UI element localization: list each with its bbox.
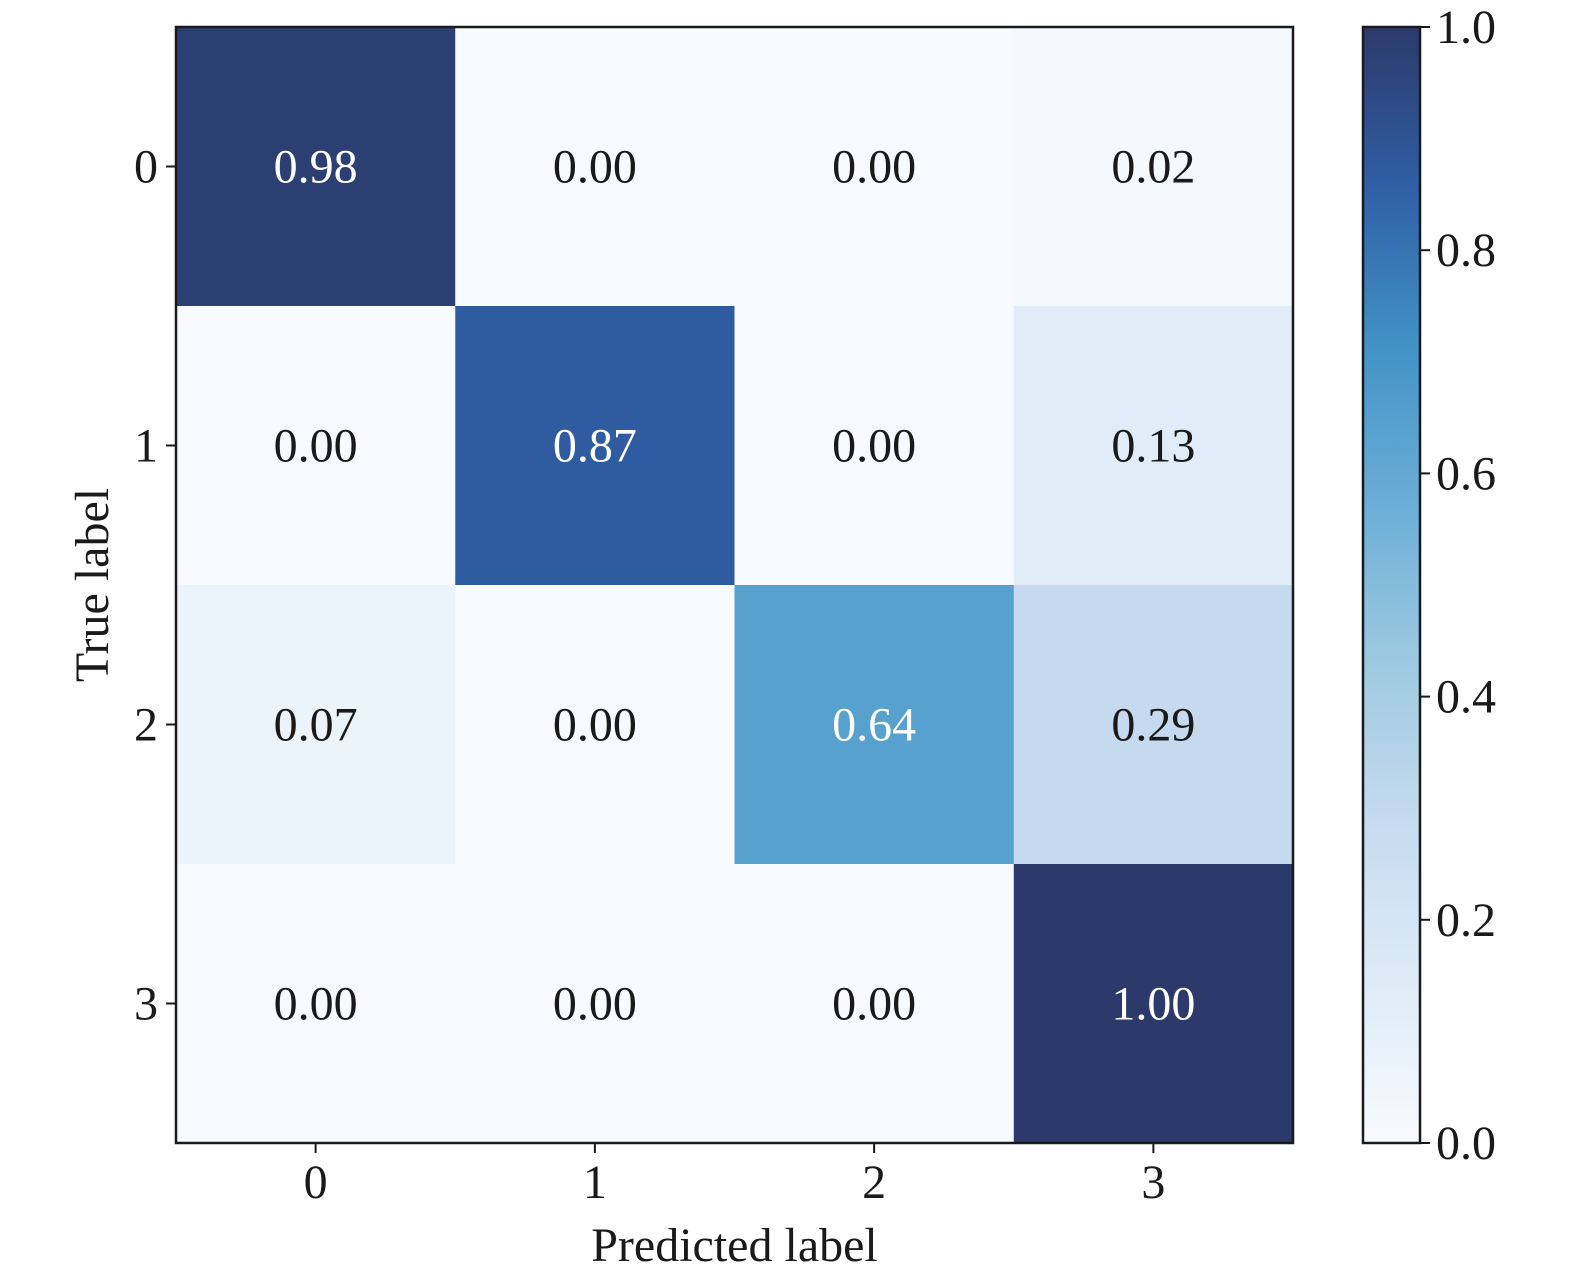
heatmap-cell xyxy=(455,306,736,586)
heatmap-cell xyxy=(734,585,1015,865)
x-tick-label: 1 xyxy=(583,1156,607,1209)
heatmap-cell xyxy=(455,585,736,865)
y-axis-label: True label xyxy=(66,488,119,682)
cell-value-label: 0.98 xyxy=(274,141,358,194)
cell-value-label: 0.00 xyxy=(553,978,637,1031)
heatmap-cell xyxy=(455,864,736,1144)
cell-value-label: 0.00 xyxy=(553,141,637,194)
y-tick-label: 0 xyxy=(134,141,158,194)
cell-value-label: 0.29 xyxy=(1111,699,1195,752)
cell-value-label: 0.02 xyxy=(1111,141,1195,194)
heatmap-cell xyxy=(1013,585,1294,865)
y-axis-ticks: 0 1 2 3 xyxy=(134,141,176,1031)
cell-value-label: 1.00 xyxy=(1111,978,1195,1031)
heatmap-cell xyxy=(176,306,456,586)
cell-value-label: 0.64 xyxy=(832,699,916,752)
heatmap-cell xyxy=(734,864,1015,1144)
heatmap-cell xyxy=(455,27,736,307)
y-tick-label: 1 xyxy=(134,420,158,473)
heatmap-cell xyxy=(734,27,1015,307)
heatmap-cell xyxy=(176,585,456,865)
colorbar-tick-label: 0.6 xyxy=(1436,447,1496,500)
cell-value-label: 0.13 xyxy=(1111,420,1195,473)
colorbar-tick-label: 0.2 xyxy=(1436,894,1496,947)
heatmap-cell xyxy=(176,27,456,307)
cell-value-label: 0.07 xyxy=(274,699,358,752)
cell-value-label: 0.00 xyxy=(274,420,358,473)
heatmap-cell-labels: 0.98 0.00 0.00 0.02 0.00 0.87 0.00 0.13 0.07 0.00… xyxy=(274,141,1196,1031)
heatmap-cell xyxy=(734,306,1015,586)
heatmap-cells xyxy=(176,27,1294,1144)
heatmap-cell xyxy=(1013,306,1294,586)
colorbar xyxy=(1361,25,1422,1145)
heatmap-cell xyxy=(1013,864,1294,1144)
y-tick-label: 3 xyxy=(134,978,158,1031)
y-tick-label: 2 xyxy=(134,699,158,752)
heatmap-cell xyxy=(1013,27,1294,307)
x-tick-label: 3 xyxy=(1141,1156,1165,1209)
colorbar-ticks: 0.0 0.2 0.4 0.6 0.8 1.0 xyxy=(1420,1,1496,1170)
plot-frame xyxy=(174,25,1295,1145)
x-axis-ticks: 0 1 2 3 xyxy=(304,1143,1165,1209)
heatmap-cell xyxy=(176,864,456,1144)
cell-value-label: 0.00 xyxy=(274,978,358,1031)
cell-value-label: 0.00 xyxy=(553,699,637,752)
cell-value-label: 0.87 xyxy=(553,420,637,473)
x-axis-label: Predicted label xyxy=(591,1219,878,1272)
colorbar-tick-label: 0.8 xyxy=(1436,224,1496,277)
cell-value-label: 0.00 xyxy=(832,978,916,1031)
x-tick-label: 0 xyxy=(304,1156,328,1209)
colorbar-tick-label: 0.4 xyxy=(1436,671,1496,724)
cell-value-label: 0.00 xyxy=(832,420,916,473)
x-tick-label: 2 xyxy=(862,1156,886,1209)
colorbar-tick-label: 0.0 xyxy=(1436,1117,1496,1170)
colorbar-tick-label: 1.0 xyxy=(1436,1,1496,54)
cell-value-label: 0.00 xyxy=(832,141,916,194)
